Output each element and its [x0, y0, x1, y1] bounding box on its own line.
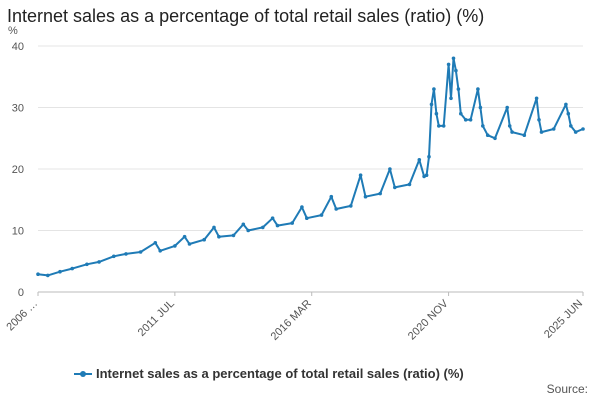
data-point[interactable] [434, 111, 439, 116]
data-point[interactable] [378, 191, 383, 196]
data-point[interactable] [246, 228, 250, 233]
source-label: Source: [546, 382, 588, 396]
data-point[interactable] [290, 221, 295, 225]
y-tick-label: 40 [12, 41, 24, 53]
data-point[interactable] [270, 216, 275, 220]
x-tick-label: 2025 JUN [542, 298, 585, 341]
data-point[interactable] [363, 194, 368, 199]
data-point[interactable] [138, 250, 143, 254]
data-point[interactable] [231, 233, 236, 238]
data-point[interactable] [463, 118, 468, 122]
data-point[interactable] [454, 68, 458, 73]
data-point[interactable] [564, 102, 568, 107]
data-point[interactable] [451, 56, 456, 61]
data-point[interactable] [173, 244, 177, 248]
data-point[interactable] [70, 266, 74, 271]
grid-lines [38, 45, 583, 293]
data-point[interactable] [485, 133, 490, 137]
x-tick-label: 2006 … [4, 298, 40, 334]
data-point[interactable] [539, 130, 544, 134]
data-point[interactable] [124, 252, 128, 256]
data-point[interactable] [182, 234, 187, 239]
y-tick-label: 30 [12, 103, 24, 115]
data-point[interactable] [97, 260, 101, 264]
data-point[interactable] [573, 130, 578, 134]
data-point[interactable] [476, 87, 480, 91]
data-point[interactable] [537, 118, 541, 122]
data-point[interactable] [319, 213, 324, 217]
y-tick-labels: 0 10 20 30 40 [12, 41, 24, 299]
data-point[interactable] [275, 223, 280, 228]
data-point[interactable] [566, 111, 571, 116]
data-point[interactable] [241, 222, 246, 227]
data-point[interactable] [202, 237, 206, 242]
data-point[interactable] [493, 136, 497, 141]
y-tick-label: 0 [18, 287, 24, 299]
data-point[interactable] [429, 102, 434, 107]
data-point[interactable] [510, 130, 514, 134]
data-point[interactable] [112, 254, 116, 259]
data-point[interactable] [187, 242, 192, 246]
x-tick-labels: 2006 … 2011 JUL 2016 MAR 2020 NOV 2025 JUN [4, 292, 585, 343]
series-line [37, 57, 584, 277]
data-point[interactable] [446, 62, 451, 67]
data-series [36, 56, 585, 278]
data-point[interactable] [36, 272, 40, 277]
legend-label: Internet sales as a percentage of total … [96, 366, 464, 381]
data-point[interactable] [456, 87, 461, 91]
data-point[interactable] [407, 182, 412, 187]
legend: Internet sales as a percentage of total … [74, 366, 464, 381]
data-point[interactable] [349, 204, 353, 208]
data-point[interactable] [158, 249, 162, 253]
data-point[interactable] [432, 87, 436, 91]
data-point[interactable] [522, 133, 527, 137]
y-axis-unit: % [8, 25, 18, 37]
data-point[interactable] [507, 124, 512, 128]
data-point[interactable] [551, 127, 556, 131]
data-point[interactable] [85, 262, 89, 267]
data-point[interactable] [427, 154, 431, 159]
data-point[interactable] [478, 105, 483, 110]
data-point[interactable] [449, 96, 453, 101]
data-point[interactable] [58, 269, 62, 274]
data-point[interactable] [153, 241, 158, 245]
data-point[interactable] [505, 105, 510, 110]
data-point[interactable] [459, 111, 463, 116]
y-tick-label: 10 [12, 226, 24, 238]
data-point[interactable] [468, 118, 473, 122]
data-point[interactable] [212, 225, 216, 230]
data-point[interactable] [334, 207, 339, 211]
x-tick-label: 2011 JUL [136, 298, 177, 339]
data-point[interactable] [305, 216, 309, 220]
data-point[interactable] [441, 124, 446, 128]
data-point[interactable] [569, 124, 573, 128]
data-point[interactable] [424, 173, 429, 177]
data-point[interactable] [217, 234, 221, 239]
data-point[interactable] [300, 205, 304, 209]
x-tick-label: 2016 MAR [269, 298, 314, 343]
chart-title: Internet sales as a percentage of total … [7, 6, 485, 26]
data-point[interactable] [534, 96, 539, 101]
data-point[interactable] [261, 225, 265, 230]
data-point[interactable] [481, 124, 485, 128]
data-point[interactable] [358, 173, 363, 177]
data-point[interactable] [417, 158, 422, 162]
x-tick-label: 2020 NOV [406, 297, 451, 342]
data-point[interactable] [46, 273, 50, 278]
legend-swatch [74, 369, 92, 379]
data-point[interactable] [388, 167, 392, 171]
data-point[interactable] [393, 185, 397, 190]
data-point[interactable] [329, 194, 334, 199]
data-point[interactable] [437, 124, 441, 128]
data-point[interactable] [581, 127, 585, 131]
y-tick-label: 20 [12, 164, 24, 176]
